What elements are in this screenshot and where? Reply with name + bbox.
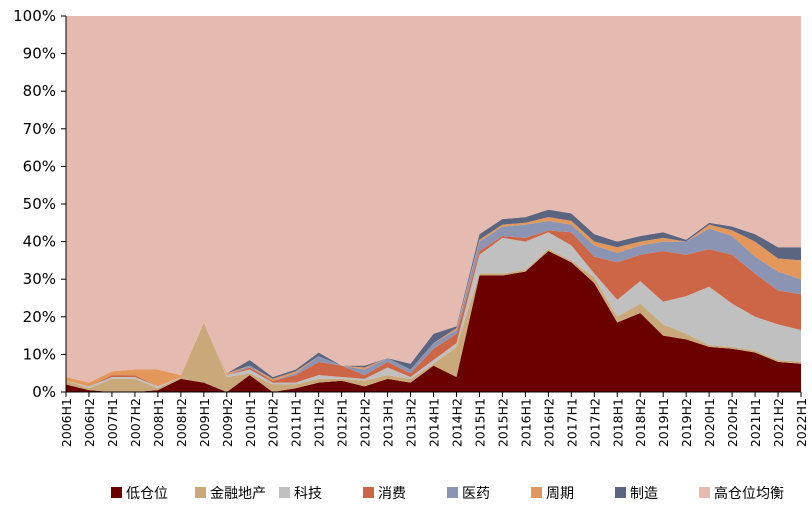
legend-item: 周期 [531,486,574,502]
series-areas [66,16,801,392]
x-tick-label: 2016H1 [518,398,533,447]
area-series-0 [66,251,801,392]
x-tick-label: 2007H2 [128,398,143,447]
legend-label: 周期 [546,486,574,502]
y-tick-label: 80% [23,82,56,100]
legend: 低仓位 金融地产 科技 消费 医药 周期 制造 高仓位均衡 [111,485,784,502]
area-series-7 [66,16,801,383]
x-tick-label: 2006H1 [59,398,74,447]
x-tick-label: 2014H1 [427,398,442,447]
y-tick-label: 100% [13,7,56,25]
x-tick-label: 2012H1 [335,398,350,447]
x-tick-label: 2018H2 [633,398,648,447]
x-tick-label: 2011H2 [312,398,327,447]
x-tick-label: 2009H1 [197,398,212,447]
y-tick-label: 90% [23,45,56,63]
legend-item: 制造 [615,486,658,502]
x-tick-label: 2021H1 [748,398,763,447]
legend-swatch [363,487,374,498]
x-tick-label: 2010H2 [266,398,281,447]
y-tick-label: 30% [23,270,56,288]
legend-item: 消费 [363,486,406,502]
legend-swatch [195,487,206,498]
legend-swatch [447,487,458,498]
legend-label: 消费 [378,486,406,502]
x-tick-label: 2015H2 [495,398,510,447]
x-tick-label: 2006H2 [82,398,97,447]
x-tick-label: 2013H1 [381,398,396,447]
area-series-3 [66,230,801,387]
y-tick-label: 0% [32,383,56,401]
legend-item: 高仓位均衡 [699,485,784,502]
legend-item: 医药 [447,486,490,502]
legend-label: 制造 [630,486,658,502]
legend-swatch [699,487,710,498]
y-tick-label: 10% [23,345,56,363]
x-axis-ticks: 2006H1 2006H2 2007H1 2007H2 2008H1 2008H2 2009… [59,392,809,447]
x-tick-label: 2017H1 [564,398,579,447]
legend-label: 医药 [462,486,490,502]
y-tick-label: 70% [23,120,56,138]
y-axis-ticks: 0% 10% 20% 30% 40% 50% 60% 70% 80% 90% 100% [13,7,66,401]
y-tick-label: 60% [23,157,56,175]
x-tick-label: 2020H2 [725,398,740,447]
x-tick-label: 2008H2 [174,398,189,447]
x-tick-label: 2019H2 [679,398,694,447]
x-tick-label: 2022H1 [794,398,809,447]
legend-label: 低仓位 [126,486,168,502]
x-tick-label: 2015H1 [472,398,487,447]
legend-swatch [531,487,542,498]
x-tick-label: 2008H1 [151,398,166,447]
y-tick-label: 20% [23,308,56,326]
x-tick-label: 2012H2 [358,398,373,447]
legend-swatch [111,487,122,498]
legend-label: 高仓位均衡 [714,485,784,502]
x-tick-label: 2018H1 [610,398,625,447]
y-tick-label: 50% [23,195,56,213]
legend-swatch [615,487,626,498]
x-tick-label: 2019H1 [656,398,671,447]
legend-label: 科技 [294,486,322,502]
area-series-2 [66,232,801,389]
x-tick-label: 2007H1 [105,398,120,447]
y-tick-label: 40% [23,233,56,251]
x-tick-label: 2017H2 [587,398,602,447]
x-tick-label: 2010H1 [243,398,258,447]
x-tick-label: 2020H1 [702,398,717,447]
x-tick-label: 2016H2 [541,398,556,447]
x-tick-label: 2009H2 [220,398,235,447]
x-tick-label: 2011H1 [289,398,304,447]
legend-item: 科技 [279,486,322,502]
legend-item: 金融地产 [195,486,266,502]
legend-item: 低仓位 [111,486,168,502]
x-tick-label: 2014H2 [449,398,464,447]
area-series-4 [66,220,801,387]
legend-label: 金融地产 [210,486,266,502]
legend-swatch [279,487,290,498]
x-tick-label: 2021H2 [771,398,786,447]
x-tick-label: 2013H2 [404,398,419,447]
area-series-6 [66,209,801,383]
area-series-1 [66,249,801,392]
